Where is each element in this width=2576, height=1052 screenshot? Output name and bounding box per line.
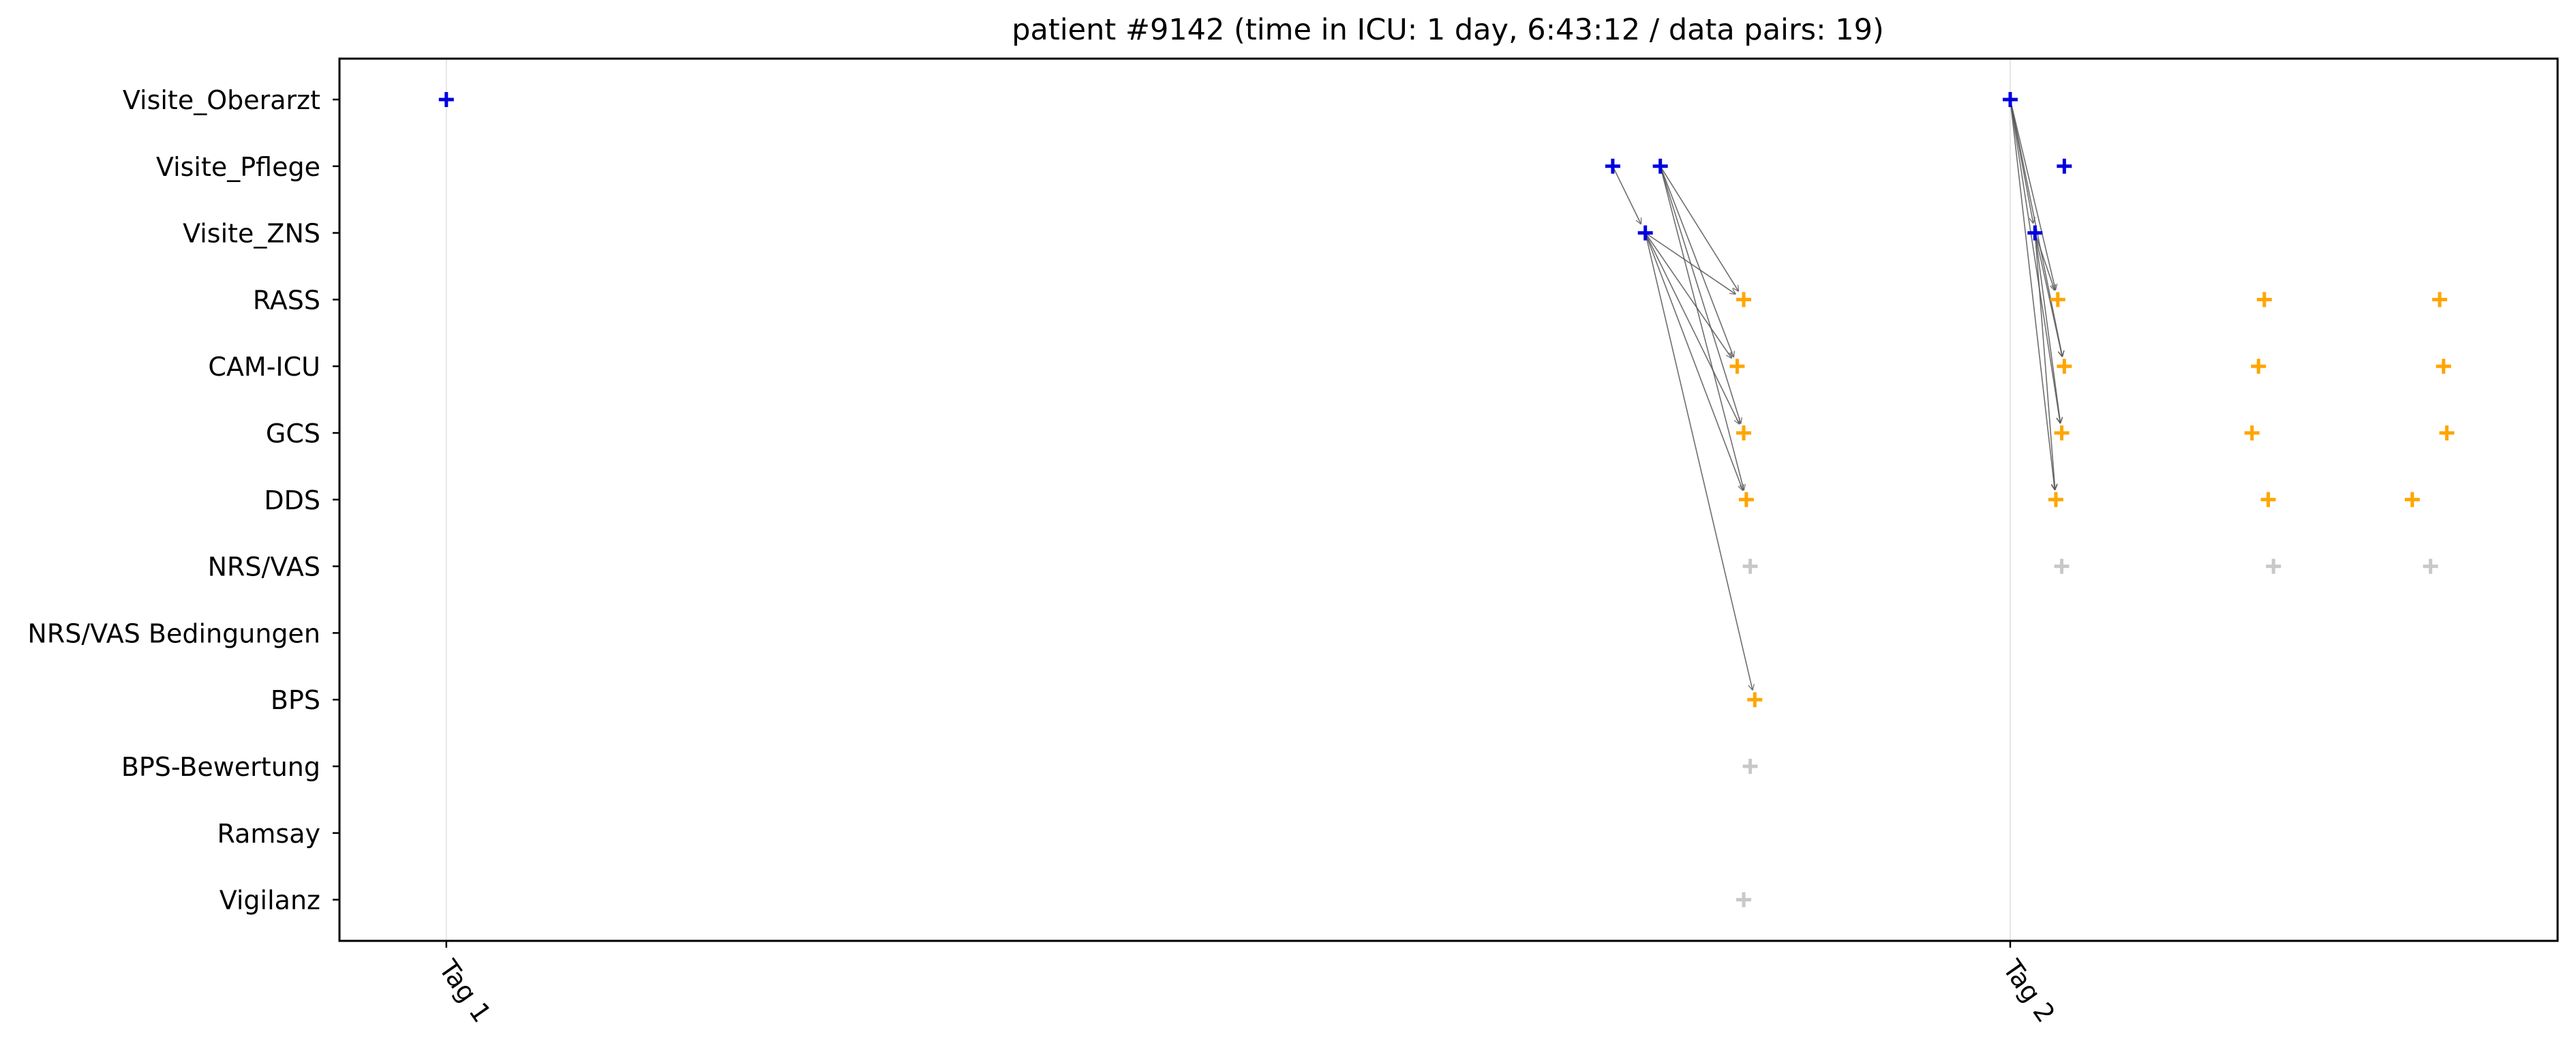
pair-arrows — [1612, 99, 2063, 691]
pair-arrow — [2010, 99, 2055, 490]
pair-arrow — [1659, 166, 1741, 424]
y-tick-label: CAM-ICU — [208, 352, 320, 382]
pair-arrow — [1660, 166, 1739, 292]
pair-arrow — [1644, 232, 1753, 691]
data-point — [1652, 158, 1668, 174]
data-points — [438, 92, 2455, 907]
y-tick-label: DDS — [264, 485, 320, 515]
pair-arrow — [1644, 232, 1743, 491]
data-point — [2260, 492, 2276, 507]
data-point — [1605, 158, 1620, 174]
y-axis: Visite_Oberarzt Visite_Pflege Visite_ZNS RA… — [27, 85, 339, 916]
data-point — [1742, 558, 1758, 574]
pair-arrow — [2010, 99, 2060, 423]
pair-arrow — [1645, 232, 1736, 295]
pair-arrow — [2034, 232, 2060, 424]
gridlines — [445, 59, 2012, 941]
pair-arrow — [2034, 232, 2055, 490]
y-tick-label: NRS/VAS — [208, 552, 320, 582]
data-point — [2439, 425, 2455, 440]
data-point — [2003, 92, 2018, 107]
data-point — [438, 92, 454, 107]
y-tick-label: GCS — [266, 419, 320, 449]
data-point — [1747, 692, 1763, 708]
chart-title: patient #9142 (time in ICU: 1 day, 6:43:… — [1012, 13, 1884, 47]
y-tick-label: BPS — [271, 685, 320, 715]
data-point — [1742, 759, 1758, 774]
data-point — [2404, 492, 2420, 507]
pair-arrow — [1659, 166, 1734, 357]
data-point — [2027, 225, 2043, 241]
y-tick-label: Visite_ZNS — [183, 219, 320, 249]
pair-arrow — [2010, 99, 2056, 290]
pair-arrow — [1659, 166, 1744, 490]
data-point — [2050, 292, 2065, 307]
data-point — [2244, 425, 2260, 440]
y-tick-label: BPS-Bewertung — [121, 752, 320, 782]
pair-arrow — [1644, 232, 1740, 425]
y-tick-label: Visite_Pflege — [156, 152, 320, 182]
data-point — [2436, 359, 2451, 374]
data-point — [1729, 359, 1745, 374]
data-point — [1736, 892, 1752, 907]
data-point — [2423, 558, 2438, 574]
data-point — [2054, 425, 2070, 440]
data-point — [2057, 359, 2072, 374]
y-tick-label: Vigilanz — [219, 886, 320, 916]
data-point — [2431, 292, 2447, 307]
y-tick-label: Visite_Oberarzt — [123, 85, 320, 115]
data-point — [2266, 558, 2282, 574]
pair-arrow — [1645, 232, 1732, 359]
y-tick-label: NRS/VAS Bedingungen — [27, 618, 320, 648]
data-point — [1637, 225, 1653, 241]
pair-arrow — [2034, 232, 2062, 357]
data-point — [2057, 158, 2072, 174]
data-point — [1738, 492, 1754, 507]
pair-arrow — [2034, 232, 2055, 291]
data-point — [2251, 359, 2267, 374]
pair-arrow — [1612, 166, 1641, 224]
y-tick-label: RASS — [253, 285, 320, 315]
data-point — [2048, 492, 2063, 507]
data-point — [2256, 292, 2272, 307]
data-point — [1736, 292, 1752, 307]
data-point — [2054, 558, 2070, 574]
y-tick-label: Ramsay — [217, 819, 320, 849]
data-point — [1736, 425, 1752, 440]
